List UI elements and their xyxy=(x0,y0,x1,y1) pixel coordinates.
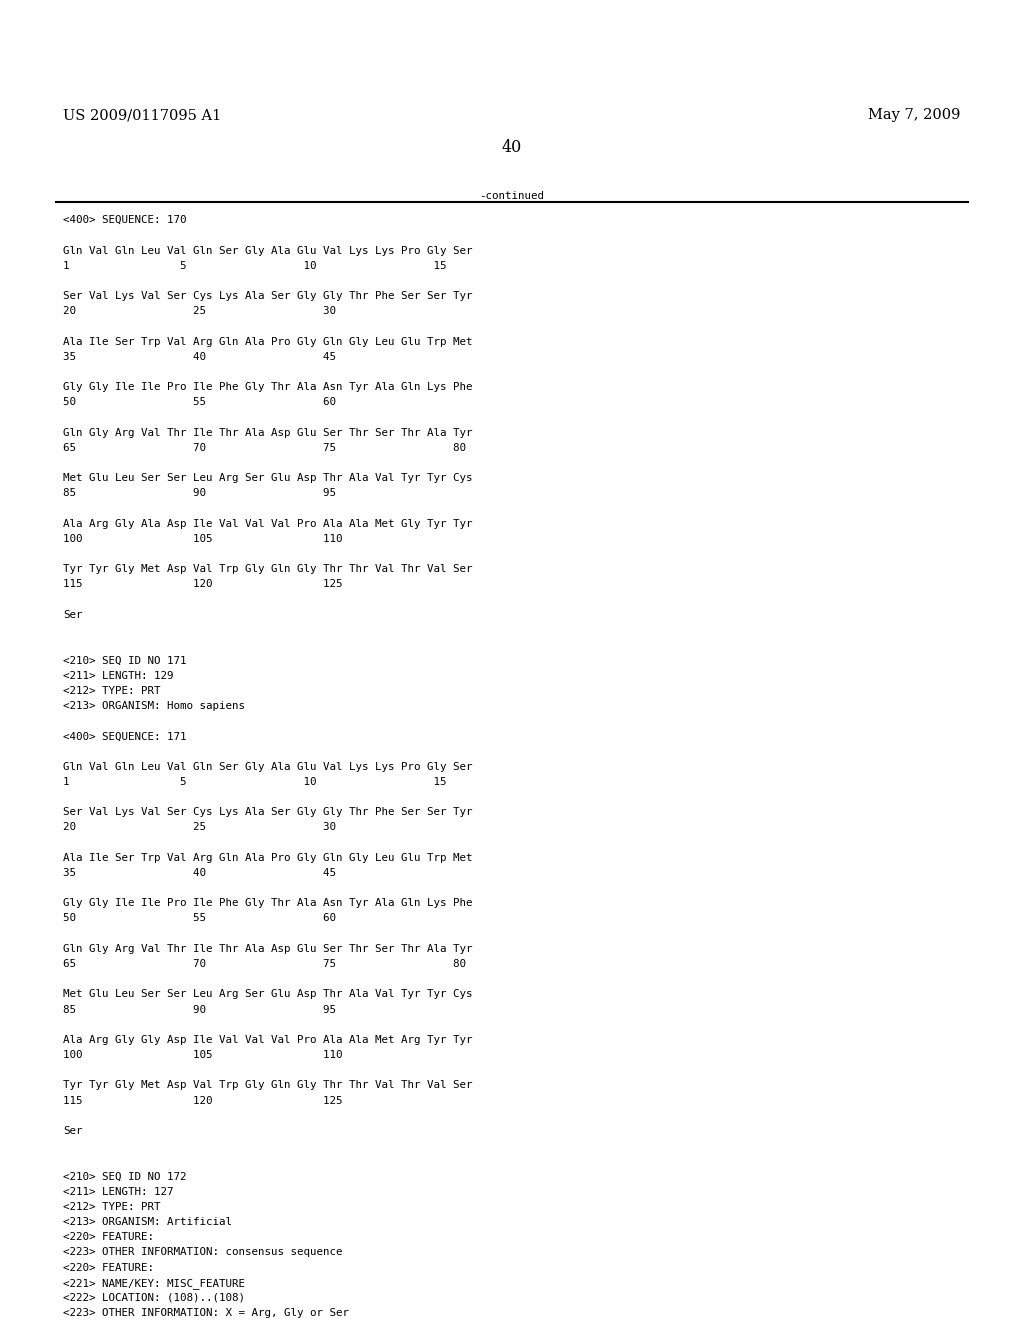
Text: 20                  25                  30: 20 25 30 xyxy=(63,822,337,833)
Text: Ala Arg Gly Ala Asp Ile Val Val Val Pro Ala Ala Met Gly Tyr Tyr: Ala Arg Gly Ala Asp Ile Val Val Val Pro … xyxy=(63,519,473,529)
Text: <220> FEATURE:: <220> FEATURE: xyxy=(63,1233,155,1242)
Text: 115                 120                 125: 115 120 125 xyxy=(63,1096,343,1106)
Text: 65                  70                  75                  80: 65 70 75 80 xyxy=(63,958,467,969)
Text: <210> SEQ ID NO 172: <210> SEQ ID NO 172 xyxy=(63,1172,187,1181)
Text: <213> ORGANISM: Homo sapiens: <213> ORGANISM: Homo sapiens xyxy=(63,701,246,711)
Text: 85                  90                  95: 85 90 95 xyxy=(63,488,337,499)
Text: Ser: Ser xyxy=(63,610,83,620)
Text: Met Glu Leu Ser Ser Leu Arg Ser Glu Asp Thr Ala Val Tyr Tyr Cys: Met Glu Leu Ser Ser Leu Arg Ser Glu Asp … xyxy=(63,990,473,999)
Text: <400> SEQUENCE: 170: <400> SEQUENCE: 170 xyxy=(63,215,187,226)
Text: 100                 105                 110: 100 105 110 xyxy=(63,535,343,544)
Text: Ser Val Lys Val Ser Cys Lys Ala Ser Gly Gly Thr Phe Ser Ser Tyr: Ser Val Lys Val Ser Cys Lys Ala Ser Gly … xyxy=(63,808,473,817)
Text: <213> ORGANISM: Artificial: <213> ORGANISM: Artificial xyxy=(63,1217,232,1228)
Text: <220> FEATURE:: <220> FEATURE: xyxy=(63,1262,155,1272)
Text: 85                  90                  95: 85 90 95 xyxy=(63,1005,337,1015)
Text: 40: 40 xyxy=(502,139,522,156)
Text: 50                  55                  60: 50 55 60 xyxy=(63,397,337,408)
Text: 1                 5                  10                  15: 1 5 10 15 xyxy=(63,776,447,787)
Text: Ala Ile Ser Trp Val Arg Gln Ala Pro Gly Gln Gly Leu Glu Trp Met: Ala Ile Ser Trp Val Arg Gln Ala Pro Gly … xyxy=(63,853,473,863)
Text: <223> OTHER INFORMATION: consensus sequence: <223> OTHER INFORMATION: consensus seque… xyxy=(63,1247,343,1258)
Text: Ser Val Lys Val Ser Cys Lys Ala Ser Gly Gly Thr Phe Ser Ser Tyr: Ser Val Lys Val Ser Cys Lys Ala Ser Gly … xyxy=(63,290,473,301)
Text: <211> LENGTH: 127: <211> LENGTH: 127 xyxy=(63,1187,174,1197)
Text: <222> LOCATION: (108)..(108): <222> LOCATION: (108)..(108) xyxy=(63,1294,246,1303)
Text: 50                  55                  60: 50 55 60 xyxy=(63,913,337,924)
Text: <223> OTHER INFORMATION: X = Arg, Gly or Ser: <223> OTHER INFORMATION: X = Arg, Gly or… xyxy=(63,1308,349,1319)
Text: Tyr Tyr Gly Met Asp Val Trp Gly Gln Gly Thr Thr Val Thr Val Ser: Tyr Tyr Gly Met Asp Val Trp Gly Gln Gly … xyxy=(63,565,473,574)
Text: <221> NAME/KEY: MISC_FEATURE: <221> NAME/KEY: MISC_FEATURE xyxy=(63,1278,246,1288)
Text: Gln Gly Arg Val Thr Ile Thr Ala Asp Glu Ser Thr Ser Thr Ala Tyr: Gln Gly Arg Val Thr Ile Thr Ala Asp Glu … xyxy=(63,944,473,954)
Text: Ala Ile Ser Trp Val Arg Gln Ala Pro Gly Gln Gly Leu Glu Trp Met: Ala Ile Ser Trp Val Arg Gln Ala Pro Gly … xyxy=(63,337,473,347)
Text: <212> TYPE: PRT: <212> TYPE: PRT xyxy=(63,686,161,696)
Text: <400> SEQUENCE: 171: <400> SEQUENCE: 171 xyxy=(63,731,187,742)
Text: US 2009/0117095 A1: US 2009/0117095 A1 xyxy=(63,108,222,123)
Text: Met Glu Leu Ser Ser Leu Arg Ser Glu Asp Thr Ala Val Tyr Tyr Cys: Met Glu Leu Ser Ser Leu Arg Ser Glu Asp … xyxy=(63,474,473,483)
Text: <211> LENGTH: 129: <211> LENGTH: 129 xyxy=(63,671,174,681)
Text: Gly Gly Ile Ile Pro Ile Phe Gly Thr Ala Asn Tyr Ala Gln Lys Phe: Gly Gly Ile Ile Pro Ile Phe Gly Thr Ala … xyxy=(63,383,473,392)
Text: Gly Gly Ile Ile Pro Ile Phe Gly Thr Ala Asn Tyr Ala Gln Lys Phe: Gly Gly Ile Ile Pro Ile Phe Gly Thr Ala … xyxy=(63,898,473,908)
Text: May 7, 2009: May 7, 2009 xyxy=(868,108,961,123)
Text: Tyr Tyr Gly Met Asp Val Trp Gly Gln Gly Thr Thr Val Thr Val Ser: Tyr Tyr Gly Met Asp Val Trp Gly Gln Gly … xyxy=(63,1080,473,1090)
Text: 35                  40                  45: 35 40 45 xyxy=(63,869,337,878)
Text: Ser: Ser xyxy=(63,1126,83,1137)
Text: Gln Val Gln Leu Val Gln Ser Gly Ala Glu Val Lys Lys Pro Gly Ser: Gln Val Gln Leu Val Gln Ser Gly Ala Glu … xyxy=(63,762,473,772)
Text: 100                 105                 110: 100 105 110 xyxy=(63,1051,343,1060)
Text: 115                 120                 125: 115 120 125 xyxy=(63,579,343,590)
Text: Ala Arg Gly Gly Asp Ile Val Val Val Pro Ala Ala Met Arg Tyr Tyr: Ala Arg Gly Gly Asp Ile Val Val Val Pro … xyxy=(63,1035,473,1045)
Text: <212> TYPE: PRT: <212> TYPE: PRT xyxy=(63,1201,161,1212)
Text: 65                  70                  75                  80: 65 70 75 80 xyxy=(63,444,467,453)
Text: -continued: -continued xyxy=(479,191,545,202)
Text: Gln Gly Arg Val Thr Ile Thr Ala Asp Glu Ser Thr Ser Thr Ala Tyr: Gln Gly Arg Val Thr Ile Thr Ala Asp Glu … xyxy=(63,428,473,438)
Text: 35                  40                  45: 35 40 45 xyxy=(63,352,337,362)
Text: <210> SEQ ID NO 171: <210> SEQ ID NO 171 xyxy=(63,656,187,665)
Text: 1                 5                  10                  15: 1 5 10 15 xyxy=(63,261,447,271)
Text: 20                  25                  30: 20 25 30 xyxy=(63,306,337,317)
Text: Gln Val Gln Leu Val Gln Ser Gly Ala Glu Val Lys Lys Pro Gly Ser: Gln Val Gln Leu Val Gln Ser Gly Ala Glu … xyxy=(63,246,473,256)
